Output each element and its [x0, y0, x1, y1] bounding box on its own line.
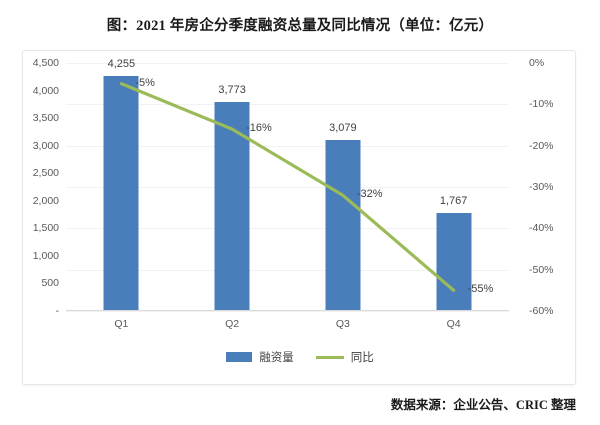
left-axis-tick-label: 500 — [41, 277, 59, 290]
legend-label-line: 同比 — [350, 352, 374, 364]
bar-value-label: 4,255 — [107, 57, 136, 70]
left-axis-tick-label: 4,500 — [32, 57, 59, 69]
right-axis-tick-label: -50% — [529, 263, 554, 276]
left-axis-tick-label: 4,000 — [32, 84, 59, 97]
bar[interactable] — [436, 212, 472, 310]
page-title: 图：2021 年房企分季度融资总量及同比情况（单位：亿元） — [106, 18, 494, 34]
left-axis-tick-label: 2,000 — [32, 194, 59, 207]
left-axis-tick-label: 3,000 — [32, 139, 59, 152]
plot-area: 4,500 4,000 3,500 3,000 2,500 2,000 1,500 1,000… — [33, 57, 554, 330]
legend-item-bar[interactable]: 融资量 — [226, 349, 294, 365]
x-axis-tick-label: Q4 — [446, 318, 461, 330]
left-axis-tick-label: - — [55, 305, 60, 317]
left-axis-tick-label: 1,000 — [32, 249, 59, 262]
x-axis-tick-label: Q1 — [114, 318, 129, 330]
line-value-label: -5% — [135, 76, 155, 89]
line-value-label: -55% — [467, 283, 494, 296]
bar-value-label: 3,079 — [329, 122, 357, 135]
x-axis-tick-label: Q3 — [335, 318, 350, 330]
right-axis-tick-label: -60% — [529, 305, 554, 317]
right-axis-tick-label: 0% — [529, 57, 545, 69]
line-value-label: -16% — [246, 122, 272, 135]
left-axis-tick-label: 1,500 — [32, 222, 59, 235]
gridline — [66, 311, 509, 312]
legend-item-line[interactable]: 同比 — [315, 349, 374, 365]
bar[interactable] — [325, 140, 361, 310]
line-value-label: -32% — [356, 188, 383, 201]
bar-value-label: 1,767 — [439, 194, 468, 207]
bar-value-label: 3,773 — [218, 84, 246, 97]
right-axis-tick-label: -20% — [529, 139, 554, 152]
x-axis-line — [66, 310, 509, 311]
left-axis-tick-label: 2,500 — [32, 167, 59, 180]
legend-label-bar: 融资量 — [259, 352, 294, 364]
bar[interactable] — [214, 102, 250, 310]
right-axis-tick-label: -40% — [529, 222, 554, 235]
right-axis-tick-label: -10% — [529, 98, 554, 111]
chart-frame: 4,500 4,000 3,500 3,000 2,500 2,000 1,500 1,000… — [22, 50, 576, 385]
chart-legend: 融资量 同比 — [23, 349, 577, 365]
gridline — [66, 63, 509, 64]
source-note: 数据来源：企业公告、CRIC 整理 — [390, 398, 576, 412]
right-axis-tick-label: -30% — [529, 181, 554, 193]
x-axis-tick-label: Q2 — [225, 318, 240, 330]
bar[interactable] — [103, 75, 139, 310]
bar-swatch-icon — [226, 352, 253, 362]
left-axis-tick-label: 3,500 — [32, 112, 59, 125]
line-swatch-icon — [315, 355, 344, 359]
